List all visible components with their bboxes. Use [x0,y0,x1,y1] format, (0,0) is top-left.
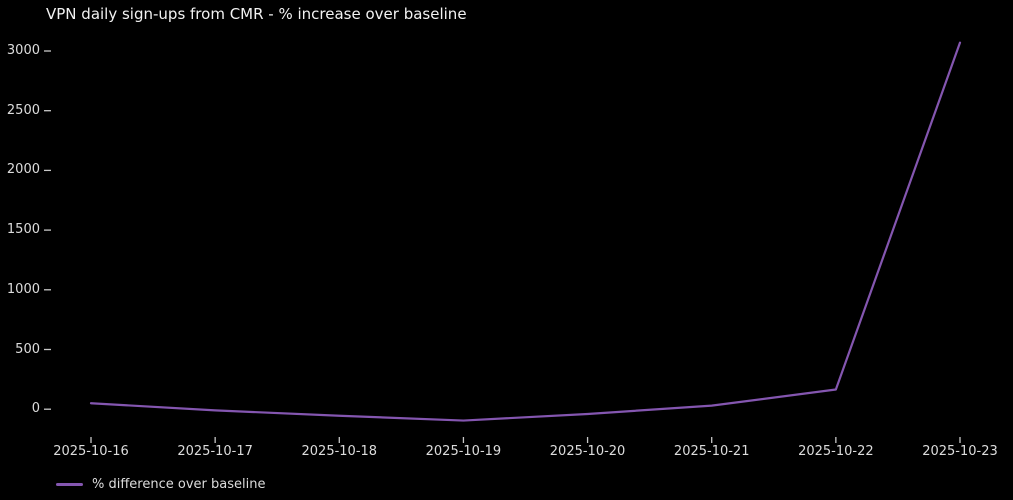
x-tick-label: 2025-10-20 [549,444,626,459]
y-tick-label: 500 [15,341,40,357]
x-tick-label: 2025-10-16 [53,444,129,459]
y-tick-label: 2500 [6,102,40,118]
x-tick-label: 2025-10-23 [922,444,998,459]
y-tick-label: 1500 [6,222,40,238]
chart-title: VPN daily sign-ups from CMR - % increase… [46,5,467,23]
x-tick-label: 2025-10-18 [301,444,378,459]
x-tick-label: 2025-10-22 [798,444,874,459]
legend-label: % difference over baseline [92,476,266,492]
legend-line-swatch [56,482,83,486]
x-tick-label: 2025-10-17 [177,444,253,459]
y-tick-label: 0 [31,401,40,417]
y-tick-label: 3000 [6,43,40,58]
y-tick-label: 1000 [6,281,40,297]
y-tick-label: 2000 [6,162,40,178]
series-line [89,41,962,422]
legend: % difference over baseline [56,476,266,492]
x-tick-label: 2025-10-19 [425,444,502,459]
x-tick-label: 2025-10-21 [673,444,750,459]
